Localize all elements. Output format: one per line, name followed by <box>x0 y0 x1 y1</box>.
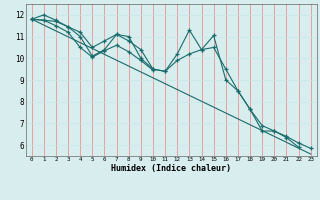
X-axis label: Humidex (Indice chaleur): Humidex (Indice chaleur) <box>111 164 231 173</box>
